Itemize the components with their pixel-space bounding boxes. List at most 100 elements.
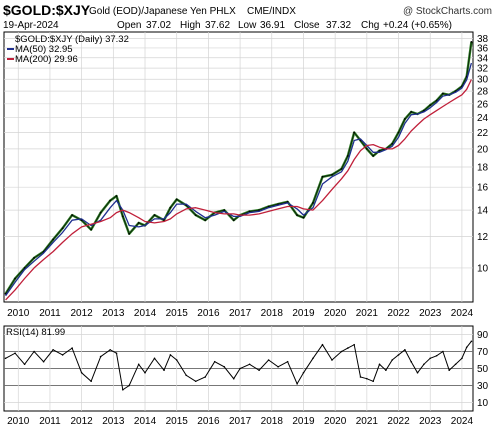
rsi-x-tick: 2022	[387, 416, 410, 427]
rsi-point	[372, 380, 374, 383]
price-point	[346, 154, 349, 157]
rsi-series	[4, 340, 473, 391]
rsi-point	[223, 366, 226, 368]
rsi-point	[312, 357, 314, 360]
open-value: 37.02	[146, 20, 171, 31]
rsi-point	[90, 380, 92, 383]
high-label: High	[180, 20, 201, 31]
rsi-point	[331, 359, 333, 361]
price-x-tick: 2017	[229, 308, 252, 319]
rsi-point	[423, 363, 425, 366]
rsi-point	[4, 357, 7, 360]
rsi-point	[435, 354, 438, 357]
price-y-tick: 14	[477, 206, 489, 217]
chart-date: 19-Apr-2024	[3, 20, 59, 31]
price-y-tick: 12	[477, 232, 489, 243]
price-x-tick: 2014	[134, 308, 157, 319]
rsi-point	[137, 363, 140, 366]
rsi-point	[461, 357, 463, 360]
price-point	[321, 175, 324, 178]
rsi-point	[144, 371, 146, 374]
price-point	[153, 214, 156, 217]
rsi-point	[359, 376, 362, 378]
price-point	[429, 104, 432, 107]
rsi-point	[442, 350, 444, 353]
rsi-x-tick: 2024	[451, 416, 474, 427]
rsi-x-tick: 2014	[134, 416, 157, 427]
rsi-x-axis: 2010 2011 2012 2013 2014 2015 2016 2017 2018 2019…	[7, 416, 473, 427]
rsi-point	[175, 359, 178, 361]
price-series-line-1	[5, 62, 473, 297]
price-y-tick: 28	[477, 87, 489, 98]
rsi-x-tick: 2015	[166, 416, 189, 427]
rsi-y-axis: 10 30 50 70 90	[477, 330, 489, 409]
rsi-point	[23, 363, 26, 366]
chart-description: Gold (EOD)/Japanese Yen PHLX	[89, 6, 236, 17]
legend-ma50-label: MA(50) 32.95	[15, 44, 73, 55]
chart-exchange: CME/INDX	[247, 6, 296, 17]
price-y-tick: 34	[477, 53, 489, 64]
rsi-point	[42, 360, 45, 363]
close-value: 37.32	[326, 20, 351, 31]
price-point	[232, 219, 235, 222]
rsi-point	[115, 352, 118, 355]
rsi-point	[448, 369, 451, 372]
price-series-outline	[5, 41, 472, 294]
rsi-point	[99, 355, 102, 358]
rsi-point	[347, 347, 349, 349]
price-point	[175, 198, 178, 201]
rsi-point	[340, 350, 343, 353]
price-point	[90, 228, 93, 231]
rsi-point	[14, 352, 16, 355]
price-point	[61, 227, 64, 230]
price-point	[71, 214, 74, 217]
rsi-y-tick: 70	[477, 347, 489, 358]
rsi-point	[404, 349, 406, 351]
price-y-tick: 30	[477, 75, 489, 86]
watermark: @ StockCharts.com	[403, 6, 492, 17]
rsi-point	[296, 383, 298, 385]
price-y-tick: 38	[477, 34, 489, 45]
rsi-point	[429, 357, 432, 360]
rsi-point	[232, 377, 235, 380]
price-x-tick: 2010	[7, 308, 30, 319]
rsi-point	[122, 388, 124, 391]
price-y-tick: 32	[477, 64, 489, 75]
chart-symbol: $GOLD:$XJY	[3, 2, 91, 18]
price-y-tick: 24	[477, 113, 489, 124]
rsi-point	[391, 359, 393, 361]
price-point	[121, 215, 124, 218]
price-point	[296, 214, 299, 217]
rsi-point	[153, 357, 156, 360]
rsi-y-tick: 10	[477, 398, 489, 409]
rsi-x-tick: 2010	[7, 416, 30, 427]
price-point	[128, 232, 131, 235]
price-point	[410, 111, 413, 113]
price-point	[115, 195, 118, 197]
price-x-tick: 2020	[324, 308, 347, 319]
price-point	[397, 131, 400, 134]
rsi-point	[416, 371, 419, 374]
rsi-point	[366, 377, 368, 380]
price-y-tick: 18	[477, 162, 489, 173]
rsi-point	[454, 363, 457, 366]
rsi-point	[52, 349, 54, 351]
price-point	[223, 209, 226, 212]
price-point	[286, 200, 289, 203]
price-point	[99, 211, 102, 214]
rsi-x-tick: 2017	[229, 416, 252, 427]
price-point	[441, 92, 444, 95]
rsi-panel: 10 30 50 70 90 RSI(14) 81.99	[3, 325, 489, 412]
rsi-y-tick: 30	[477, 381, 489, 392]
price-point	[248, 210, 251, 213]
rsi-point	[128, 384, 130, 387]
rsi-point	[194, 380, 197, 383]
rsi-point	[204, 376, 207, 378]
rsi-point	[397, 354, 400, 356]
price-x-tick: 2023	[419, 308, 442, 319]
price-y-tick: 26	[477, 99, 489, 110]
rsi-point	[239, 367, 241, 370]
